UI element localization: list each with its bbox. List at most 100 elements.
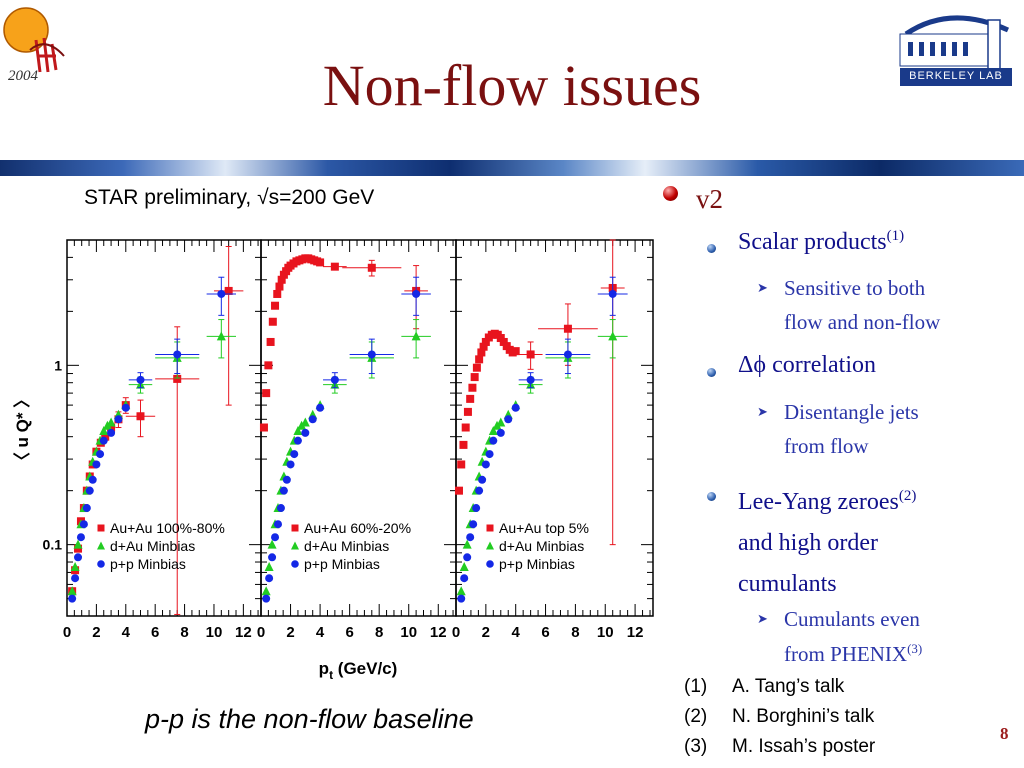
arrow-icon: ➤ — [757, 405, 768, 420]
data-point — [463, 407, 472, 416]
data-point — [475, 486, 484, 495]
data-point — [293, 426, 303, 436]
reference-text: A. Tang’s talk — [732, 676, 845, 697]
sub-bullet-ref: (3) — [907, 641, 923, 656]
data-point — [475, 355, 484, 364]
data-point — [481, 337, 490, 346]
reference-item: (3) M. Issah’s poster — [684, 736, 875, 758]
data-point — [273, 289, 282, 298]
chart-caption: STAR preliminary, √s=200 GeV — [84, 186, 375, 209]
data-point — [367, 263, 376, 272]
data-point — [499, 337, 508, 346]
data-point — [478, 475, 487, 484]
bullet-lee-yang: Lee-Yang zeroes(2) and high order cumula… — [738, 476, 916, 605]
x-tick-label: 4 — [122, 624, 131, 641]
data-point — [273, 520, 282, 529]
data-point — [70, 562, 80, 572]
data-point — [282, 475, 291, 484]
data-point — [526, 375, 535, 384]
data-point — [316, 258, 325, 267]
data-point — [456, 586, 466, 596]
data-point — [101, 432, 110, 441]
data-series — [262, 276, 431, 603]
data-point — [107, 428, 116, 437]
data-point — [216, 331, 226, 341]
legend-label: Au+Au top 5% — [499, 520, 589, 536]
bullet-scalar-products: Scalar products(1) — [738, 228, 904, 256]
reference-number: (3) — [684, 736, 708, 757]
data-point — [259, 423, 268, 432]
data-point — [290, 450, 299, 459]
bullet-icon — [663, 186, 678, 201]
chart-panel: 0 2 4 6 8 10 12 Au+Au 100%-80% d+Au Minbias p+p M… — [63, 239, 262, 641]
sub-bullet-text: from PHENIX — [784, 642, 908, 666]
data-point — [608, 331, 618, 341]
data-point — [114, 415, 123, 424]
x-tick-label: 2 — [286, 624, 294, 641]
data-point — [279, 486, 288, 495]
data-point — [316, 403, 325, 412]
data-point — [286, 460, 295, 469]
baseline-note: p-p is the non-flow baseline — [145, 704, 474, 734]
x-tick-label: 4 — [512, 624, 521, 641]
reference-text: M. Issah’s poster — [732, 736, 876, 757]
data-point — [461, 423, 470, 432]
data-point — [411, 331, 421, 341]
data-point — [267, 539, 277, 549]
data-point — [472, 363, 481, 372]
bullet-icon — [707, 368, 716, 377]
sub-bullet-line: from PHENIX(3) — [784, 641, 922, 667]
x-tick-label: 0 — [63, 624, 71, 641]
data-point — [457, 460, 466, 469]
legend-marker — [486, 524, 494, 532]
data-series — [454, 239, 625, 546]
y-tick-label: 1 — [54, 357, 62, 373]
data-point — [511, 347, 520, 356]
data-point — [224, 286, 233, 295]
data-point — [459, 440, 468, 449]
x-tick-label: 6 — [151, 624, 159, 641]
data-point — [67, 586, 77, 596]
data-point — [466, 394, 475, 403]
legend-label: Au+Au 60%-20% — [304, 520, 411, 536]
legend-marker — [486, 560, 494, 568]
x-tick-label: 6 — [345, 624, 353, 641]
data-point — [470, 373, 479, 382]
data-point — [121, 403, 130, 412]
x-axis-label: pt (GeV/c) — [319, 659, 398, 682]
x-tick-label: 6 — [541, 624, 549, 641]
sub-bullet-line: Disentangle jets — [784, 400, 919, 424]
data-point — [330, 375, 339, 384]
legend-marker — [291, 541, 299, 550]
data-point — [107, 423, 116, 432]
data-point — [136, 412, 145, 421]
data-point — [261, 586, 271, 596]
data-point — [96, 450, 105, 459]
page-number: 8 — [1000, 724, 1009, 743]
data-point — [276, 504, 285, 513]
data-point — [68, 594, 77, 603]
data-point — [563, 324, 572, 333]
data-point — [271, 301, 280, 310]
data-point — [264, 361, 273, 370]
bullet-label: Lee-Yang zeroes — [738, 489, 899, 515]
x-tick-label: 10 — [206, 624, 223, 641]
data-point — [262, 594, 271, 603]
data-point — [496, 417, 506, 427]
legend-label: d+Au Minbias — [110, 538, 195, 554]
data-point — [85, 486, 94, 495]
x-tick-label: 2 — [482, 624, 490, 641]
data-point — [526, 350, 535, 359]
bullet-v2: v2 — [696, 184, 723, 214]
legend-marker — [291, 560, 299, 568]
bullet-icon — [707, 244, 716, 253]
data-point — [454, 486, 463, 495]
legend-label: p+p Minbias — [110, 556, 186, 572]
berkeley-lab-logo-graphic — [899, 15, 1012, 86]
data-point — [330, 262, 339, 271]
data-point — [496, 428, 505, 437]
x-tick-label: 8 — [180, 624, 188, 641]
bullet-label: and high order — [738, 530, 878, 556]
legend-label: p+p Minbias — [304, 556, 380, 572]
